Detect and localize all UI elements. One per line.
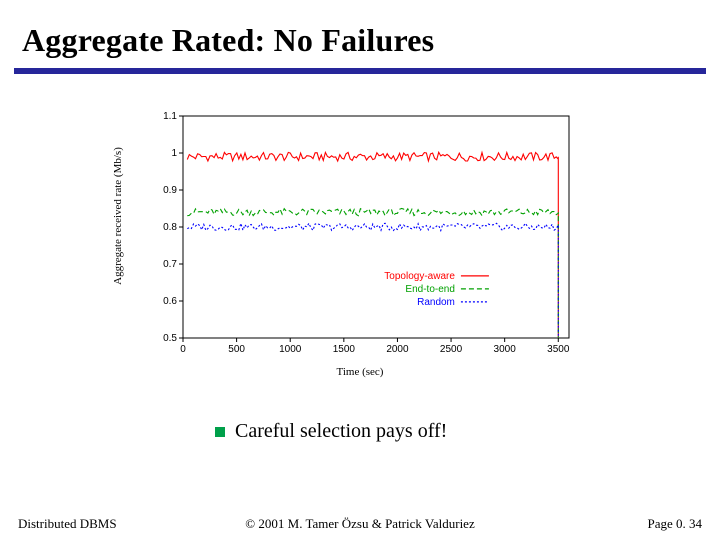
footer-center: © 2001 M. Tamer Özsu & Patrick Valduriez [245,516,474,532]
bullet-text: Careful selection pays off! [235,420,447,443]
svg-text:3000: 3000 [494,344,517,355]
slide-root: Aggregate Rated: No Failures Aggregate r… [0,0,720,540]
svg-text:3500: 3500 [547,344,570,355]
svg-text:1000: 1000 [279,344,302,355]
chart-xlabel: Time (sec) [337,366,384,378]
page-title: Aggregate Rated: No Failures [22,22,434,59]
svg-text:Topology-aware: Topology-aware [384,271,455,282]
title-rule [14,68,706,74]
svg-text:0.6: 0.6 [163,296,177,307]
aggregate-rate-chart: 0 500 1000 1500 2000 2500 3000 3500 0.5 0.6 0.7 0.8… [143,110,577,360]
svg-text:0.8: 0.8 [163,222,177,233]
svg-text:0.5: 0.5 [163,333,177,344]
bullet-row: Careful selection pays off! [215,420,447,443]
svg-text:0: 0 [180,344,186,355]
svg-text:End-to-end: End-to-end [405,284,454,295]
svg-text:2000: 2000 [386,344,409,355]
footer: Distributed DBMS © 2001 M. Tamer Özsu & … [0,516,720,532]
svg-text:1500: 1500 [333,344,356,355]
svg-text:2500: 2500 [440,344,463,355]
svg-text:1.1: 1.1 [163,111,177,122]
footer-right: Page 0. 34 [647,516,702,532]
chart-ylabel: Aggregate received rate (Mb/s) [112,147,124,285]
svg-text:0.9: 0.9 [163,185,177,196]
svg-text:1: 1 [171,148,177,159]
svg-text:500: 500 [228,344,245,355]
svg-text:Random: Random [417,297,455,308]
square-bullet-icon [215,427,225,437]
svg-text:0.7: 0.7 [163,259,177,270]
footer-left: Distributed DBMS [18,516,117,532]
chart-container: 0 500 1000 1500 2000 2500 3000 3500 0.5 0.6 0.7 0.8… [143,110,577,360]
